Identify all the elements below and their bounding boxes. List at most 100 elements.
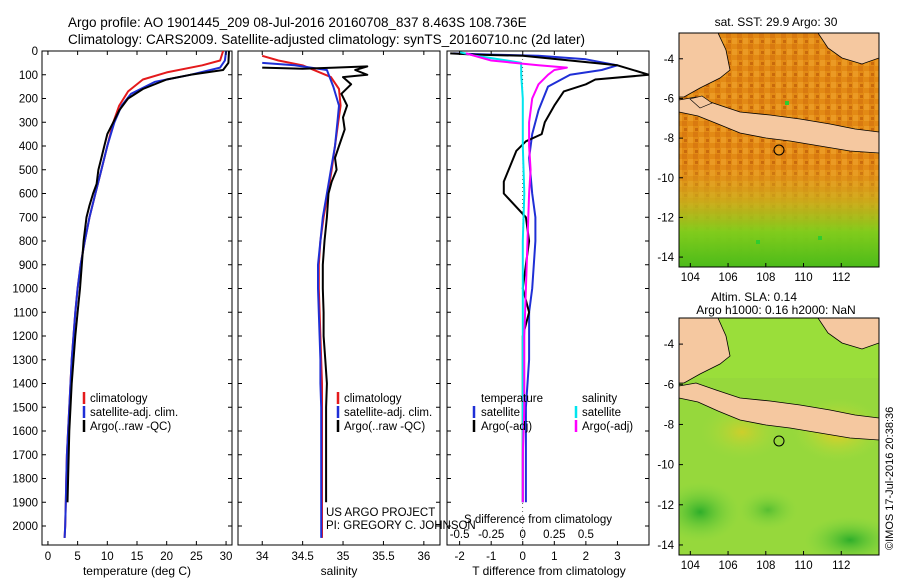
x-tick-label: 2 [583, 551, 589, 563]
difference-panel [446, 50, 650, 546]
depth-tick-label: 1200 [12, 331, 38, 343]
sla-map-subtitle: Argo h1000: 0.16 h2000: NaN [696, 303, 855, 317]
map-y-tick-label: -4 [664, 339, 675, 351]
salinity-legend-item: Argo(..raw -QC) [344, 421, 425, 433]
series-line [66, 51, 230, 503]
series-line [450, 52, 649, 503]
depth-tick-label: 500 [19, 165, 38, 177]
x-tick-label: 34 [256, 551, 269, 563]
x-tick-label: 15 [131, 551, 144, 563]
temperature-plot [63, 51, 230, 538]
float-marker [773, 435, 785, 447]
depth-tick-label: 100 [19, 70, 38, 82]
depth-tick-label: 1500 [12, 402, 38, 414]
map-y-tick-label: -4 [664, 54, 675, 66]
salinity-legend-item: climatology [344, 393, 402, 405]
series-line [261, 54, 342, 538]
difference-xlabel2: S difference from climatology [464, 514, 612, 526]
map-x-tick-label: 108 [756, 560, 775, 572]
depth-tick-label: 2000 [12, 521, 38, 533]
x-tick-label: 20 [160, 551, 173, 563]
sst-map [679, 33, 879, 267]
depth-tick-label: 1300 [12, 355, 38, 367]
float-marker [773, 144, 785, 156]
depth-tick-label: 400 [19, 141, 38, 153]
map-x-tick-label: 112 [832, 560, 850, 572]
x-tick-label: 0 [45, 551, 51, 563]
difference-legend-item: satellite [481, 407, 520, 419]
salinity-legend-item: satellite-adj. clim. [344, 407, 432, 419]
x-tick-label: 25 [190, 551, 203, 563]
sst-map-title: sat. SST: 29.9 Argo: 30 [715, 15, 838, 29]
temperature-legend-item: Argo(..raw -QC) [90, 421, 171, 433]
depth-axis: 0 100 200 300 400 500 600 700 800 900 1000 1100 1200… [12, 46, 38, 533]
x-tick-label: 5 [74, 551, 80, 563]
map-y-tick-label: -8 [664, 133, 674, 145]
map-x-tick-label: 108 [756, 272, 775, 284]
pi-credit: PI: GREGORY C. JOHNSON [326, 520, 476, 532]
depth-tick-label: 900 [19, 260, 38, 272]
series-line [262, 61, 340, 538]
depth-tick-label: 200 [19, 94, 38, 106]
salinity-xlabel: salinity [321, 564, 358, 578]
sla-map-title: Altim. SLA: 0.14 [711, 290, 797, 304]
difference-legend-item: Argo(-adj) [582, 421, 633, 433]
depth-tick-label: 1000 [12, 284, 38, 296]
x-tick-label: 36 [417, 551, 430, 563]
land-bali [689, 95, 713, 109]
land-sumatra [679, 33, 731, 98]
land-sumatra [679, 318, 731, 384]
salinity-legend: climatology satellite-adj. clim. Argo(..… [336, 392, 432, 433]
x-tick-label: 34.5 [291, 551, 313, 563]
depth-tick-label: 1100 [13, 307, 38, 319]
x-tick-label: 30 [220, 551, 233, 563]
x-tick-label: 35.5 [372, 551, 394, 563]
map-y-tick-label: -12 [657, 500, 674, 512]
x-tick-label: 3 [614, 551, 620, 563]
x-tick-label: -2 [455, 551, 465, 563]
land-borneo [817, 33, 879, 65]
x-tick-label-secondary: 0 [520, 529, 526, 541]
depth-tick-label: 800 [19, 236, 38, 248]
map-x-tick-label: 112 [832, 272, 850, 284]
series-line [459, 51, 526, 503]
project-credit: US ARGO PROJECT [326, 507, 435, 519]
difference-legend-item: Argo(-adj) [481, 421, 532, 433]
x-tick-label: 1 [551, 551, 557, 563]
series-line [465, 52, 568, 503]
axis-ticks: 0 5 10 15 20 25 30 34 34.5 35 35.5 36 -2 -1 0 1 2 3 -0.5 -0… [42, 50, 649, 563]
temperature-legend: climatology satellite-adj. clim. Argo(..… [82, 392, 178, 433]
sla-map [679, 318, 879, 555]
map-y-tick-label: -12 [657, 212, 674, 224]
x-tick-label-secondary: -0.5 [450, 529, 470, 541]
x-tick-label: 35 [337, 551, 350, 563]
map-y-tick-label: -10 [657, 173, 674, 185]
depth-tick-label: 1800 [12, 474, 38, 486]
x-tick-label: 10 [101, 551, 114, 563]
land-java [679, 96, 879, 154]
map-y-tick-label: -10 [657, 460, 674, 472]
x-tick-label-secondary: 0.25 [543, 529, 565, 541]
series-line [262, 65, 369, 503]
difference-legend-item: satellite [582, 407, 621, 419]
map-x-tick-label: 106 [718, 272, 737, 284]
difference-legend-title-left: temperature [481, 393, 543, 405]
depth-tick-label: 1700 [12, 450, 38, 462]
x-tick-label-secondary: -0.25 [478, 529, 504, 541]
depth-tick-label: 300 [19, 117, 38, 129]
salinity-plot [261, 54, 369, 538]
map-x-tick-label: 110 [794, 560, 812, 572]
difference-plot [450, 51, 649, 545]
temperature-legend-item: climatology [90, 393, 148, 405]
depth-tick-label: 700 [19, 212, 38, 224]
depth-tick-label: 0 [32, 46, 38, 58]
map-x-tick-label: 104 [681, 560, 701, 572]
difference-legend: temperature salinity satellite Argo(-adj… [472, 393, 633, 433]
temperature-panel [41, 50, 233, 546]
depth-tick-label: 600 [19, 189, 38, 201]
x-tick-label: 0 [520, 551, 526, 563]
header-line1: Argo profile: AO 1901445_209 08-Jul-2016… [68, 15, 527, 30]
map-x-tick-label: 104 [681, 272, 701, 284]
difference-legend-title-right: salinity [582, 393, 617, 405]
difference-xlabel: T difference from climatology [472, 564, 626, 578]
